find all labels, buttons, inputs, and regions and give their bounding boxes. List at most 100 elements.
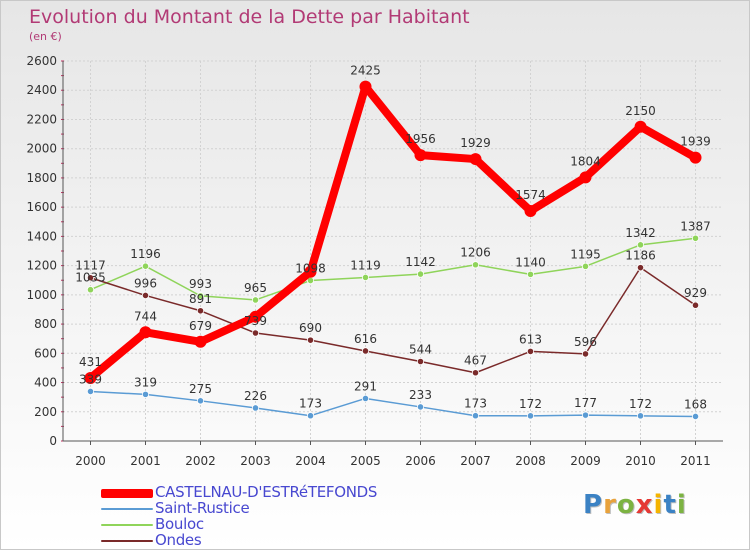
data-point <box>526 270 535 278</box>
x-tick-label: 2011 <box>680 454 711 468</box>
data-label: 1342 <box>625 226 656 240</box>
data-label: 1117 <box>75 259 106 273</box>
x-tick-label: 2007 <box>460 454 491 468</box>
data-point <box>141 291 150 300</box>
data-label: 2150 <box>625 104 656 118</box>
y-tick-label: 2200 <box>26 112 57 126</box>
data-label: 1098 <box>295 262 326 276</box>
y-tick-label: 2600 <box>26 54 57 68</box>
data-point <box>196 307 205 315</box>
series-line-3 <box>89 266 697 374</box>
data-label: 739 <box>244 314 267 328</box>
data-label: 172 <box>629 397 652 411</box>
data-label: 679 <box>189 319 212 333</box>
data-point <box>526 412 535 420</box>
data-label: 172 <box>519 397 542 411</box>
series-line-1 <box>89 390 697 418</box>
data-point <box>526 347 535 356</box>
y-tick-label: 1600 <box>26 200 57 214</box>
data-point <box>471 261 480 269</box>
data-point <box>416 403 425 411</box>
y-tick-label: 600 <box>34 346 57 360</box>
data-point <box>689 151 702 164</box>
data-label: 319 <box>134 375 157 389</box>
data-label: 1035 <box>75 271 106 285</box>
legend-swatch <box>101 524 153 526</box>
data-point <box>141 262 150 270</box>
y-tick-label: 0 <box>49 434 57 448</box>
data-label: 616 <box>354 332 377 346</box>
data-point <box>306 412 315 420</box>
data-point <box>361 394 370 403</box>
data-label: 233 <box>409 388 432 402</box>
data-point <box>524 204 537 217</box>
data-point <box>251 404 260 412</box>
x-tick-label: 2002 <box>185 454 216 468</box>
data-point <box>471 369 480 377</box>
logo-letter: t <box>663 490 677 520</box>
logo-letter: x <box>635 490 654 520</box>
data-label: 1206 <box>460 246 491 260</box>
data-label: 1387 <box>680 219 711 233</box>
legend-label: Ondes <box>155 531 202 549</box>
data-point <box>304 265 317 278</box>
data-label: 929 <box>684 286 707 300</box>
data-point <box>196 397 205 405</box>
data-point <box>139 326 152 339</box>
data-label: 1956 <box>405 132 436 146</box>
data-point <box>636 412 645 420</box>
data-point <box>416 270 425 278</box>
data-point <box>416 357 425 366</box>
data-label: 177 <box>574 396 597 410</box>
data-label: 690 <box>299 321 322 335</box>
x-tick-label: 2010 <box>625 454 656 468</box>
legend-label: Bouloc <box>155 515 204 533</box>
data-label: 168 <box>684 397 707 411</box>
x-tick-label: 2003 <box>240 454 271 468</box>
data-label: 1140 <box>515 255 546 269</box>
y-tick-label: 200 <box>34 405 57 419</box>
data-label: 1142 <box>405 255 436 269</box>
data-label: 1939 <box>680 135 711 149</box>
x-tick-label: 2008 <box>515 454 546 468</box>
legend-item: Ondes <box>101 531 421 549</box>
data-label: 613 <box>519 332 542 346</box>
data-label: 996 <box>134 276 157 290</box>
legend-swatch <box>101 488 153 498</box>
y-tick-label: 2400 <box>26 83 57 97</box>
data-point <box>691 412 700 421</box>
x-tick-label: 2004 <box>295 454 326 468</box>
y-tick-label: 1800 <box>26 171 57 185</box>
data-point <box>361 273 370 282</box>
data-point <box>196 292 205 300</box>
y-tick-label: 1400 <box>26 229 57 243</box>
legend-swatch <box>101 540 153 542</box>
series-line-2 <box>89 237 697 301</box>
proxiti-logo: Proxiti <box>583 490 687 520</box>
data-point <box>581 350 590 358</box>
x-tick-label: 2005 <box>350 454 381 468</box>
data-point <box>141 390 150 398</box>
data-point <box>86 286 95 294</box>
data-point <box>581 411 590 419</box>
data-label: 339 <box>79 372 102 386</box>
logo-letter: r <box>603 490 617 520</box>
y-tick-label: 1200 <box>26 259 57 273</box>
y-tick-label: 400 <box>34 376 57 390</box>
data-label: 275 <box>189 382 212 396</box>
data-point <box>414 149 427 162</box>
legend-swatch <box>101 508 153 510</box>
data-label: 2425 <box>350 64 381 78</box>
y-tick-label: 2000 <box>26 142 57 156</box>
data-point <box>251 329 260 337</box>
chart-legend: CASTELNAU-D'ESTRéTEFONDS Saint-Rustice Bou… <box>101 483 421 549</box>
data-point <box>361 347 370 355</box>
x-tick-label: 2000 <box>75 454 106 468</box>
data-point <box>194 335 207 348</box>
x-tick-label: 2009 <box>570 454 601 468</box>
data-label: 467 <box>464 354 487 368</box>
y-tick-label: 1000 <box>26 288 57 302</box>
data-point <box>359 80 372 93</box>
